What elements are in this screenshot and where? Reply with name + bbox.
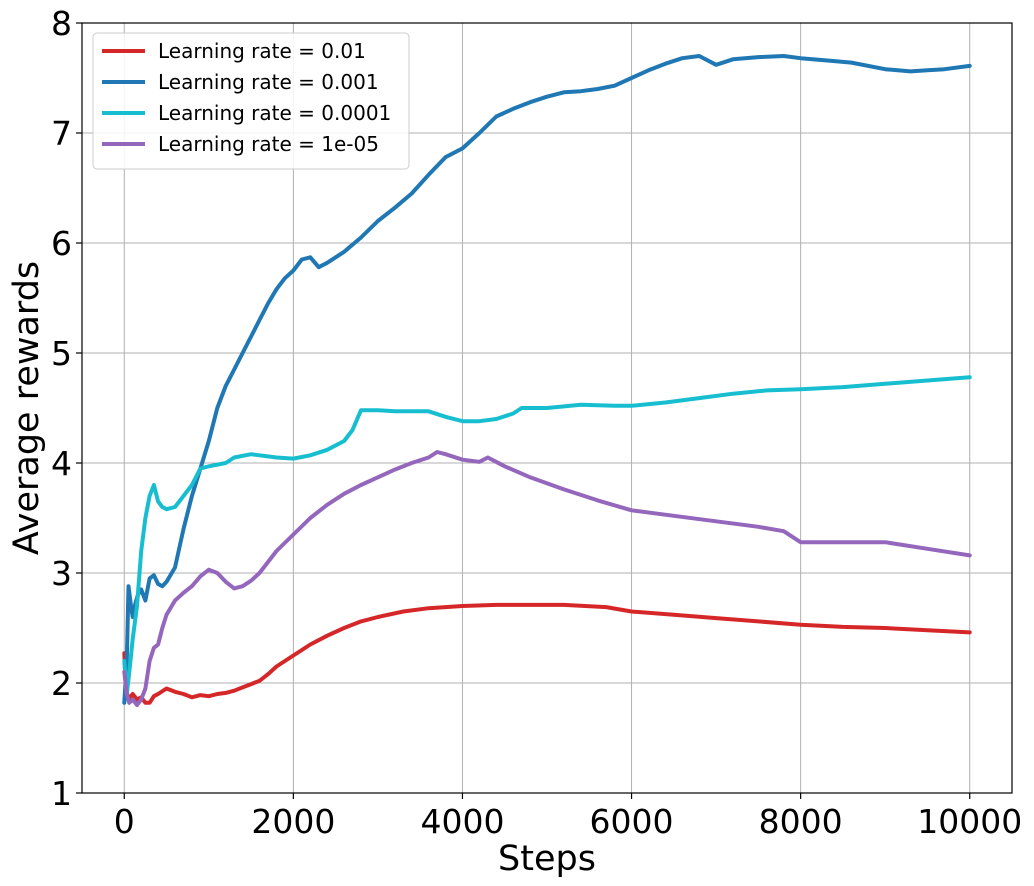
series-line-4 — [122, 450, 972, 707]
y-tick-label: 7 — [51, 114, 72, 153]
x-tick-label: 10000 — [917, 802, 1022, 841]
legend: Learning rate = 0.01 Learning rate = 0.00… — [92, 32, 410, 170]
series-line-3 — [122, 375, 972, 696]
legend-label-3: Learning rate = 0.0001 — [158, 101, 391, 125]
legend-label-2: Learning rate = 0.001 — [158, 70, 379, 94]
legend-label-1: Learning rate = 0.01 — [158, 39, 366, 63]
y-axis-label: Average rewards — [7, 261, 47, 555]
legend-label-4: Learning rate = 1e-05 — [158, 132, 379, 156]
series-line-2 — [122, 54, 972, 705]
x-tick-label: 2000 — [251, 802, 335, 841]
axis-ticks: 0 2000 4000 6000 8000 10000 1 2 3 4 5 6 7 8 — [51, 4, 1022, 841]
y-tick-label: 3 — [51, 554, 72, 593]
x-tick-label: 6000 — [590, 802, 674, 841]
y-tick-label: 1 — [51, 774, 72, 813]
x-axis-label: Steps — [498, 839, 596, 879]
plot-area-frame — [81, 22, 1013, 794]
y-tick-label: 2 — [51, 664, 72, 703]
x-tick-label: 0 — [114, 802, 135, 841]
y-tick-label: 5 — [51, 334, 72, 373]
legend-box — [92, 32, 410, 170]
x-tick-label: 8000 — [759, 802, 843, 841]
x-tick-label: 4000 — [420, 802, 504, 841]
y-tick-label: 8 — [51, 4, 72, 43]
series-line-1 — [122, 602, 972, 705]
plot-lines — [122, 54, 972, 707]
y-tick-label: 4 — [51, 444, 72, 483]
y-tick-label: 6 — [51, 224, 72, 263]
